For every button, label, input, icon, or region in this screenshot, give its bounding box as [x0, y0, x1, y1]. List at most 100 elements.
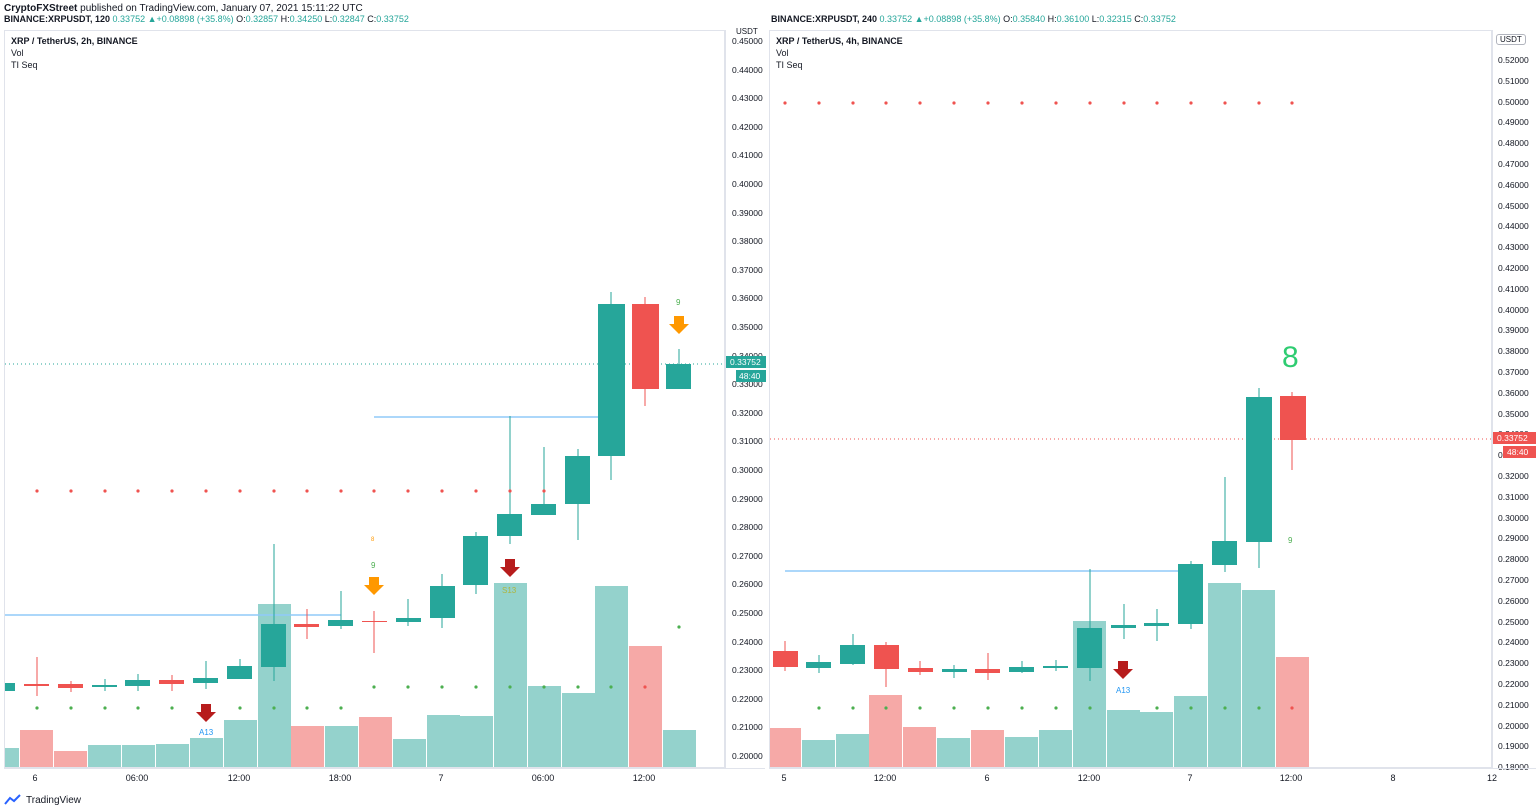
- low-value: 0.32315: [1099, 14, 1132, 24]
- time-tick: 6: [32, 773, 38, 783]
- green-dot: [238, 706, 242, 710]
- candle-body: [1280, 396, 1306, 440]
- volume-bar: [836, 734, 869, 767]
- chart-pane-left[interactable]: A13 S13 9 9 8 XRP / TetherUS, 2h, BINANC…: [4, 30, 725, 768]
- time-tick: 18:00: [328, 773, 352, 783]
- volume-bar: [1242, 590, 1275, 767]
- volume-bar: [1276, 657, 1309, 767]
- current-price-label: 0.33752: [1493, 432, 1536, 444]
- chart-canvas-left[interactable]: A13 S13 9 9 8: [5, 31, 724, 767]
- red-dot: [372, 489, 376, 493]
- down-arrow-icon: [669, 316, 689, 334]
- price-tick: 0.42000: [732, 121, 763, 132]
- price-tick: 0.40000: [732, 179, 763, 189]
- red-dot: [918, 101, 922, 105]
- price-change: +0.08898 (+35.8%): [923, 14, 1001, 24]
- time-axis-right[interactable]: 5 12:00 6 12:00 7 12:00 8 12: [769, 768, 1536, 788]
- candle-body: [531, 504, 556, 515]
- price-tick: 0.18000: [1498, 762, 1529, 773]
- author-name[interactable]: CryptoFXStreet: [4, 3, 78, 14]
- red-dot: [136, 489, 140, 493]
- countdown-label: 48:40: [736, 370, 766, 382]
- legend-ti-seq[interactable]: TI Seq: [11, 60, 38, 70]
- green-dot: [1189, 706, 1193, 710]
- volume-bar: [1039, 730, 1072, 767]
- red-dot: [884, 101, 888, 105]
- candle-body: [1043, 666, 1068, 668]
- legend-vol[interactable]: Vol: [11, 48, 24, 58]
- red-dot: [1189, 101, 1193, 105]
- current-price-label: 0.33752: [726, 356, 766, 368]
- red-dot: [35, 489, 39, 493]
- tradingview-logo[interactable]: TradingView: [4, 792, 81, 808]
- price-tick: 0.35000: [1498, 408, 1529, 419]
- count-8-label: 8: [371, 537, 375, 543]
- candle-body: [598, 304, 625, 456]
- time-tick: 06:00: [125, 773, 149, 783]
- legend-title[interactable]: XRP / TetherUS, 2h, BINANCE: [11, 36, 138, 46]
- price-tick: 0.45000: [1498, 200, 1529, 211]
- chart-legend-right: XRP / TetherUS, 4h, BINANCE Vol TI Seq: [776, 35, 903, 71]
- volume-bar: [770, 728, 801, 767]
- candle-body: [227, 666, 252, 679]
- red-dot: [170, 489, 174, 493]
- high-value: 0.34250: [289, 14, 323, 24]
- green-dot: [884, 706, 888, 710]
- red-dot: [783, 101, 787, 105]
- price-tick: 0.31000: [1498, 491, 1529, 502]
- price-tick: 0.24000: [732, 636, 763, 647]
- time-tick: 12:00: [873, 773, 897, 783]
- green-dot: [103, 706, 107, 710]
- unit-label[interactable]: USDT: [1496, 34, 1526, 45]
- candle-body: [58, 684, 83, 688]
- volume-bars: [770, 583, 1309, 767]
- price-axis-left[interactable]: USDT 0.45000 0.44000 0.43000 0.42000 0.41000…: [725, 27, 766, 768]
- red-dot: [1122, 101, 1126, 105]
- legend-title[interactable]: XRP / TetherUS, 4h, BINANCE: [776, 36, 903, 46]
- volume-bar: [1140, 712, 1173, 767]
- symbol-label[interactable]: BINANCE:XRPUSDT, 240: [771, 14, 878, 24]
- price-tick: 0.33000: [732, 379, 763, 390]
- chart-pane-right[interactable]: A13 9 8 XRP / TetherUS, 4h, BINANCE Vol …: [769, 30, 1492, 768]
- price-tick: 0.51000: [1498, 75, 1529, 86]
- volume-bar: [971, 730, 1004, 767]
- candle-body: [362, 621, 387, 622]
- green-dot: [272, 706, 276, 710]
- symbol-label[interactable]: BINANCE:XRPUSDT, 120: [4, 14, 111, 24]
- candle-body: [806, 662, 831, 668]
- time-axis-left[interactable]: 6 06:00 12:00 18:00 7 06:00 12:00: [4, 768, 765, 788]
- price-tick: 0.42000: [1498, 263, 1529, 273]
- time-tick: 12:00: [1077, 773, 1101, 783]
- volume-bar: [562, 693, 595, 767]
- ti-seq-support-dots: [817, 706, 1261, 710]
- red-dot: [69, 489, 73, 493]
- triangle-up-icon: ▲: [147, 14, 157, 24]
- ti-seq-resistance-dots: [35, 489, 546, 493]
- green-dot: [35, 706, 39, 710]
- red-dot: [1223, 101, 1227, 105]
- candle-body: [261, 624, 286, 667]
- count-9-label: 9: [371, 561, 376, 570]
- open-value: 0.35840: [1012, 14, 1046, 24]
- candle-body: [1246, 397, 1272, 542]
- legend-ti-seq[interactable]: TI Seq: [776, 60, 803, 70]
- candles: [773, 388, 1306, 687]
- red-dot: [339, 489, 343, 493]
- ohlc-header-left: BINANCE:XRPUSDT, 120 0.33752 ▲+0.08898 (…: [4, 14, 409, 24]
- green-dot: [508, 685, 512, 689]
- candle-body: [773, 651, 798, 667]
- price-tick: 0.44000: [1498, 221, 1529, 232]
- candle-body: [430, 586, 455, 618]
- volume-bar: [359, 717, 392, 767]
- candle-body: [1178, 564, 1203, 624]
- price-tick: 0.23000: [1498, 658, 1529, 669]
- price-axis-right[interactable]: USDT 0.52000 0.51000 0.50000 0.49000 0.48000…: [1492, 30, 1536, 772]
- time-tick: 5: [781, 773, 787, 783]
- candle-body: [666, 364, 691, 389]
- down-arrow-icon: [364, 577, 384, 595]
- chart-canvas-right[interactable]: A13 9 8: [770, 31, 1491, 767]
- candle-body: [396, 618, 421, 622]
- candle-body: [565, 456, 590, 504]
- time-tick: 12: [1486, 773, 1498, 783]
- legend-vol[interactable]: Vol: [776, 48, 789, 58]
